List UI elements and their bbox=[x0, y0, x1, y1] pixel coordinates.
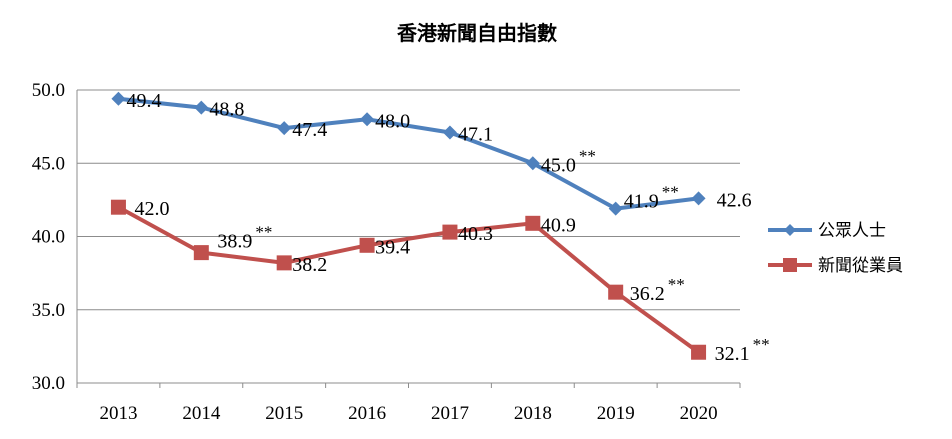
x-tick-label: 2013 bbox=[99, 403, 137, 424]
data-point bbox=[608, 201, 623, 216]
data-label: 48.0 bbox=[375, 110, 410, 132]
data-label-value: 45.0 bbox=[541, 154, 576, 176]
data-point bbox=[359, 237, 375, 253]
y-axis: 30.0 35.0 40.0 45.0 50.0 bbox=[32, 80, 78, 394]
legend-label: 新聞從業員 bbox=[818, 256, 903, 276]
chart-title: 香港新聞自由指數 bbox=[397, 21, 557, 45]
data-label: 47.4 bbox=[292, 119, 327, 141]
x-tick-label: 2018 bbox=[514, 403, 552, 424]
data-label-value: 42.6 bbox=[717, 189, 752, 211]
data-point bbox=[442, 125, 457, 140]
data-label: 45.0 ** bbox=[541, 146, 596, 176]
data-label-value: 40.3 bbox=[458, 223, 493, 245]
significance-marker: ** bbox=[662, 183, 679, 202]
significance-marker: ** bbox=[668, 275, 685, 294]
significance-marker: ** bbox=[255, 223, 272, 242]
y-tick-label: 50.0 bbox=[32, 80, 65, 101]
data-label-value: 36.2 bbox=[630, 283, 665, 305]
data-label: 48.8 bbox=[209, 99, 244, 121]
y-tick-label: 35.0 bbox=[32, 300, 65, 321]
data-point bbox=[691, 191, 706, 206]
data-point bbox=[442, 224, 458, 240]
data-point bbox=[525, 156, 540, 171]
x-axis: 2013 2014 2015 2016 2017 2018 2019 2020 bbox=[76, 383, 741, 424]
data-point bbox=[691, 344, 707, 360]
data-point bbox=[277, 121, 292, 136]
x-tick-label: 2015 bbox=[265, 403, 303, 424]
legend-marker bbox=[784, 224, 796, 236]
series-group: 49.4 48.847.4 48.047.145.0 **41.9 ** 42.642.0… bbox=[110, 90, 770, 365]
series-line bbox=[118, 96, 699, 211]
significance-marker: ** bbox=[753, 335, 770, 354]
data-label: 40.3 bbox=[458, 223, 493, 245]
data-label: 49.4 bbox=[126, 90, 161, 112]
series-line bbox=[117, 205, 700, 354]
data-label-value: 41.9 bbox=[624, 191, 659, 213]
legend-marker bbox=[783, 258, 797, 272]
significance-marker: ** bbox=[579, 146, 596, 165]
data-label-value: 40.9 bbox=[541, 214, 576, 236]
y-tick-label: 40.0 bbox=[32, 227, 65, 248]
x-tick-label: 2014 bbox=[182, 403, 221, 424]
data-label: 39.4 bbox=[375, 236, 410, 258]
data-label: 40.9 bbox=[541, 214, 576, 236]
data-point bbox=[276, 255, 292, 271]
data-point bbox=[111, 91, 126, 106]
data-label: 38.9 ** bbox=[217, 223, 272, 253]
data-label-value: 42.0 bbox=[134, 198, 169, 220]
y-tick-label: 30.0 bbox=[32, 373, 65, 394]
gridlines bbox=[77, 89, 740, 384]
data-point bbox=[194, 100, 209, 115]
data-point bbox=[360, 112, 375, 127]
data-label-value: 38.2 bbox=[292, 254, 327, 276]
data-label: 38.2 bbox=[292, 254, 327, 276]
x-tick-label: 2020 bbox=[680, 403, 718, 424]
data-point bbox=[110, 199, 126, 215]
data-label-value: 38.9 bbox=[217, 231, 252, 253]
y-tick-label: 45.0 bbox=[32, 153, 65, 174]
data-label-value: 47.1 bbox=[458, 123, 493, 145]
data-label-value: 47.4 bbox=[292, 119, 327, 141]
x-tick-label: 2019 bbox=[597, 403, 635, 424]
data-label-value: 49.4 bbox=[126, 90, 161, 112]
data-label: 42.0 bbox=[134, 198, 169, 220]
data-label-value: 48.0 bbox=[375, 110, 410, 132]
x-tick-label: 2016 bbox=[348, 403, 386, 424]
data-label-value: 32.1 bbox=[715, 343, 750, 365]
data-label: 32.1 ** bbox=[715, 335, 770, 365]
data-label-value: 39.4 bbox=[375, 236, 410, 258]
data-label: 42.6 bbox=[717, 189, 752, 211]
data-point bbox=[525, 215, 541, 231]
data-label: 41.9 ** bbox=[624, 183, 679, 213]
data-label: 47.1 bbox=[458, 123, 493, 145]
data-point bbox=[193, 245, 209, 261]
data-label-value: 48.8 bbox=[209, 99, 244, 121]
data-point bbox=[608, 284, 624, 300]
data-label: 36.2 ** bbox=[630, 275, 685, 305]
x-tick-label: 2017 bbox=[431, 403, 469, 424]
legend-label: 公眾人士 bbox=[818, 221, 886, 241]
